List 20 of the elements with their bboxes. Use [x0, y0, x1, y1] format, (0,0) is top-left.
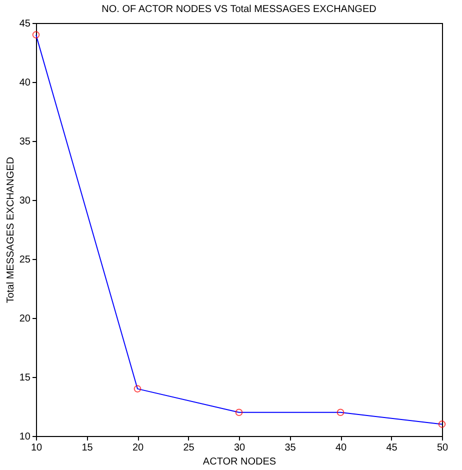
- x-tick-label: 35: [284, 442, 296, 454]
- y-axis-title: Total MESSAGES EXCHANGED: [5, 156, 16, 304]
- x-tick-label: 30: [234, 442, 246, 454]
- y-tick-label: 30: [19, 196, 31, 206]
- x-tick-label: 15: [82, 442, 94, 454]
- y-tick-label: 35: [19, 136, 31, 148]
- chart-title: NO. OF ACTOR NODES VS Total MESSAGES EXCHANGED: [102, 4, 376, 15]
- x-axis-title: ACTOR NODES: [202, 456, 276, 468]
- x-tick-label: 50: [436, 442, 448, 454]
- x-tick-label: 10: [30, 442, 42, 454]
- y-tick-label: 40: [19, 78, 31, 88]
- y-tick-label: 25: [19, 254, 31, 266]
- x-tick-label: 45: [386, 442, 398, 454]
- x-tick-label: 40: [335, 442, 347, 454]
- y-tick-label: 45: [19, 18, 31, 30]
- y-tick-label: 15: [19, 372, 31, 384]
- y-tick-label: 10: [19, 432, 31, 442]
- x-tick-label: 20: [132, 442, 144, 454]
- y-tick-label: 20: [19, 314, 31, 324]
- x-tick-label: 25: [183, 442, 195, 454]
